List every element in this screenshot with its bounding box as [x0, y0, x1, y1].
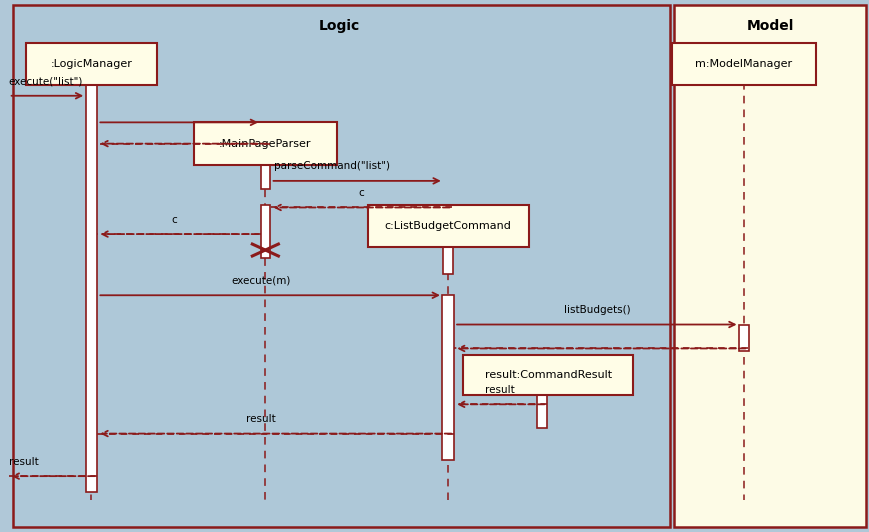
Bar	[261, 205, 269, 258]
Text: execute("list"): execute("list")	[9, 76, 83, 86]
FancyBboxPatch shape	[26, 43, 156, 85]
Bar	[739, 325, 748, 351]
Text: parseCommand("list"): parseCommand("list")	[274, 161, 389, 171]
Bar	[673, 5, 865, 527]
Text: c: c	[171, 214, 176, 225]
Bar	[13, 5, 669, 527]
FancyBboxPatch shape	[367, 205, 527, 247]
Text: m:ModelManager: m:ModelManager	[694, 59, 792, 69]
Text: c:ListBudgetCommand: c:ListBudgetCommand	[384, 221, 511, 231]
Text: Logic: Logic	[318, 19, 360, 32]
Text: result: result	[485, 385, 514, 395]
Bar	[443, 245, 453, 274]
FancyBboxPatch shape	[193, 122, 337, 165]
Text: result: result	[246, 414, 275, 424]
Text: result:CommandResult: result:CommandResult	[484, 370, 611, 380]
FancyBboxPatch shape	[462, 355, 633, 395]
Text: listBudgets(): listBudgets()	[563, 305, 629, 315]
Bar	[442, 295, 454, 460]
Bar	[85, 82, 97, 492]
Text: Model: Model	[746, 19, 793, 32]
Text: c: c	[358, 188, 363, 198]
Text: :LogicManager: :LogicManager	[50, 59, 132, 69]
FancyBboxPatch shape	[672, 43, 815, 85]
Text: execute(m): execute(m)	[231, 276, 290, 286]
Text: result: result	[9, 456, 38, 467]
Bar	[261, 162, 269, 189]
Bar	[537, 391, 547, 428]
Text: :MainPageParser: :MainPageParser	[219, 139, 311, 148]
